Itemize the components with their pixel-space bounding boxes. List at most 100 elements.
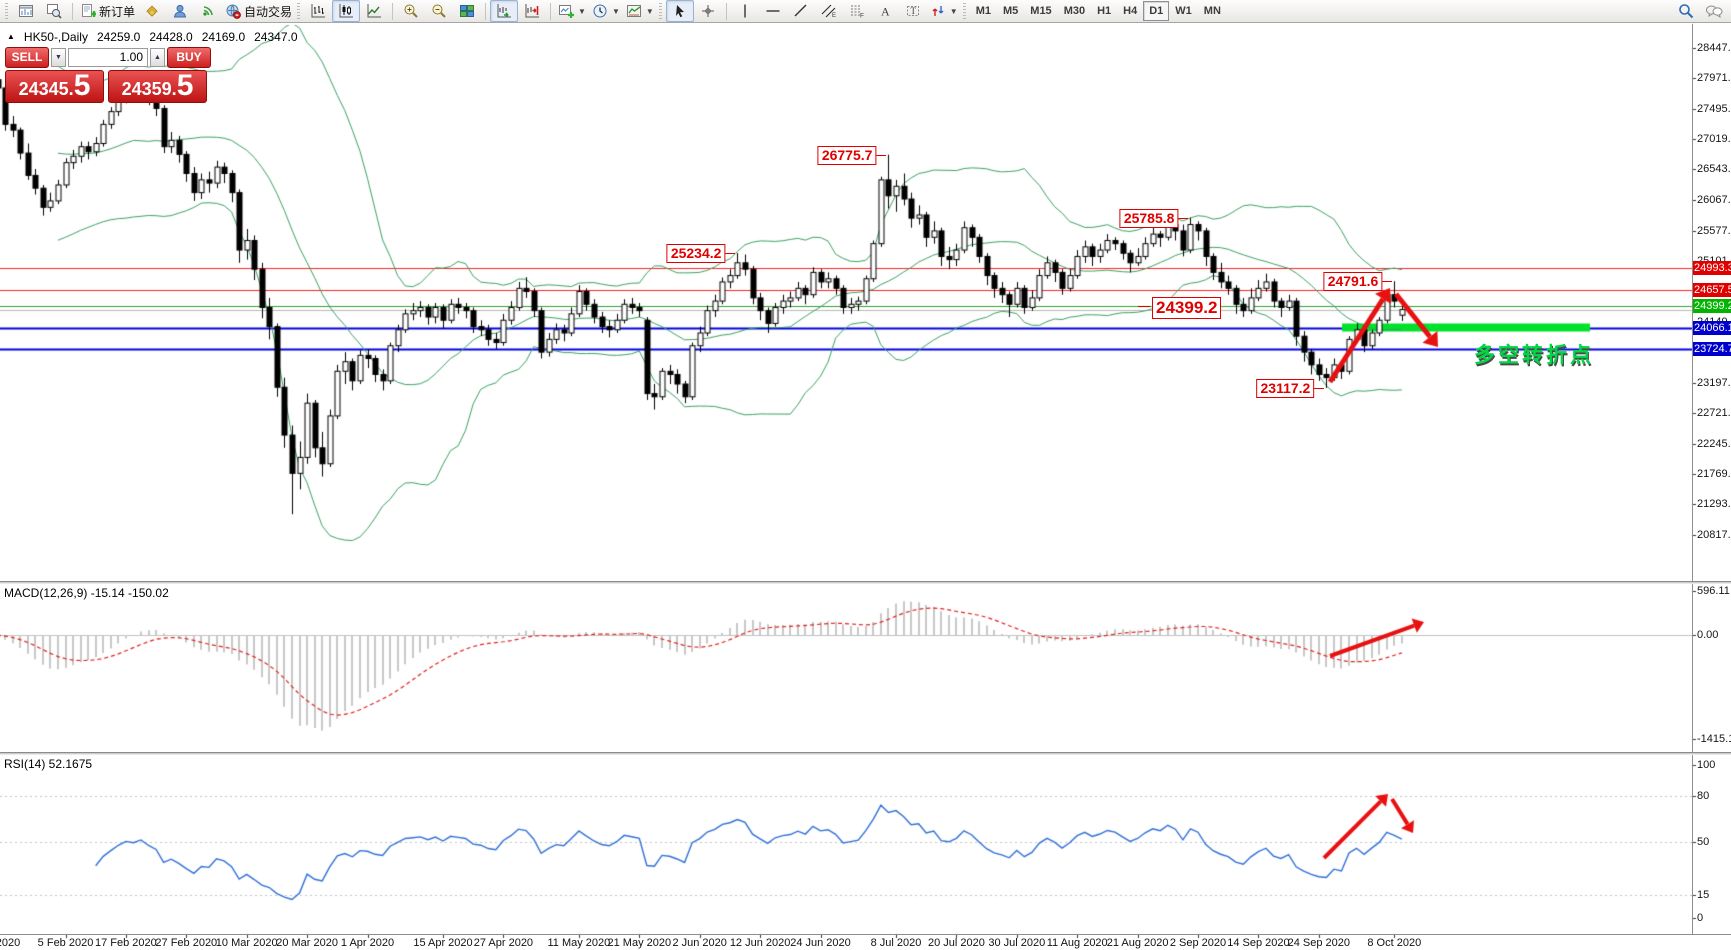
- crosshair-button[interactable]: [694, 0, 722, 22]
- horizontal-line-icon: [765, 3, 781, 19]
- price-axis-label: 22721.0: [1697, 407, 1731, 420]
- line-chart-button[interactable]: [360, 0, 388, 22]
- signals-button[interactable]: [194, 0, 222, 22]
- text-button[interactable]: A: [871, 0, 899, 22]
- zoom-out-icon: [431, 3, 447, 19]
- auto-scroll-button[interactable]: [490, 0, 519, 22]
- timeframe-m1[interactable]: M1: [975, 5, 991, 17]
- svg-text:A: A: [881, 5, 890, 19]
- date-axis-label: 27 Apr 2020: [473, 937, 534, 949]
- buy-button[interactable]: BUY: [167, 46, 211, 68]
- candlestick-chart-button[interactable]: [332, 0, 361, 22]
- price-axis-tag: 24993.3: [1693, 261, 1731, 276]
- arrows-icon: [930, 3, 946, 19]
- metaquotes-button[interactable]: [138, 0, 166, 22]
- template-button[interactable]: ▼: [623, 0, 657, 22]
- cursor-button[interactable]: [665, 0, 694, 22]
- search-button[interactable]: [1672, 0, 1700, 22]
- vertical-line-button[interactable]: [731, 0, 759, 22]
- candlestick-chart-icon: [338, 3, 354, 19]
- ohlc-low: 24169.0: [201, 30, 246, 44]
- timeframe-h4[interactable]: H4: [1123, 5, 1138, 17]
- price-label-connector: [1382, 281, 1393, 283]
- bar-chart-button[interactable]: [304, 0, 332, 22]
- profiles-button[interactable]: [40, 0, 68, 22]
- price-axis-label: 27019.0: [1697, 133, 1731, 146]
- new-order-button[interactable]: 新订单: [77, 0, 138, 22]
- trendline-button[interactable]: [787, 0, 815, 22]
- price-callout-label[interactable]: 24791.6: [1323, 272, 1383, 292]
- chat-button[interactable]: [1700, 0, 1728, 22]
- fibonacci-button[interactable]: F: [843, 0, 871, 22]
- bar-chart-icon: [310, 3, 326, 19]
- ohlc-close: 24347.0: [254, 30, 298, 44]
- metaquotes-icon: [144, 3, 160, 19]
- new-chart-button[interactable]: [12, 0, 40, 22]
- rsi-axis-label: 15: [1697, 889, 1710, 902]
- timeframe-h1[interactable]: H1: [1097, 5, 1112, 17]
- arrows-button[interactable]: ▼: [927, 0, 961, 22]
- turning-point-annotation[interactable]: 多空转折点: [1474, 344, 1594, 367]
- price-label-connector: [1138, 306, 1150, 308]
- volume-up-button[interactable]: ▲: [150, 47, 165, 67]
- sell-price-main: 24345.: [18, 79, 74, 99]
- chevron-down-icon: ▼: [611, 6, 620, 16]
- date-axis-label: 12 Jun 2020: [729, 937, 791, 949]
- price-label-connector: [876, 154, 887, 156]
- date-axis-label: 27 Feb 2020: [155, 937, 218, 949]
- date-axis-label: 30 Jul 2020: [988, 937, 1046, 949]
- timeframe-w1[interactable]: W1: [1175, 5, 1192, 17]
- zoom-in-button[interactable]: [397, 0, 425, 22]
- date-axis-label: 21 Aug 2020: [1106, 937, 1169, 949]
- sell-button[interactable]: SELL: [5, 46, 49, 68]
- volume-down-button[interactable]: ▼: [51, 47, 66, 67]
- macd-pane-separator[interactable]: [0, 581, 1731, 584]
- community-user-button[interactable]: [166, 0, 194, 22]
- equidistant-channel-icon: E: [821, 3, 837, 19]
- timeframe-m5[interactable]: M5: [1003, 5, 1019, 17]
- periods-button[interactable]: ▼: [589, 0, 623, 22]
- chart-shift-button[interactable]: [518, 0, 546, 22]
- equidistant-channel-button[interactable]: E: [815, 0, 843, 22]
- add-indicator-button[interactable]: ▼: [555, 0, 589, 22]
- timeframe-d1[interactable]: D1: [1143, 1, 1170, 21]
- timeframe-mn[interactable]: MN: [1203, 5, 1221, 17]
- chart-title: HK50-,Daily: [23, 30, 88, 44]
- timeframe-m15[interactable]: M15: [1030, 5, 1052, 17]
- timeframe-m30[interactable]: M30: [1063, 5, 1086, 17]
- date-axis-label: 17 Feb 2020: [95, 937, 157, 949]
- price-callout-label[interactable]: 25785.8: [1119, 208, 1179, 228]
- date-axis-border: [0, 934, 1731, 935]
- sell-price[interactable]: 24345. 5: [5, 70, 104, 103]
- date-axis-label: 21 May 2020: [607, 937, 672, 949]
- price-callout-label[interactable]: 24399.2: [1152, 297, 1222, 320]
- rsi-pane-separator[interactable]: [0, 752, 1731, 755]
- tile-windows-icon: [459, 3, 475, 19]
- crosshair-icon: [700, 3, 716, 19]
- one-click-trading-panel: SELL ▼ ▲ BUY 24345.5 24359.5: [5, 46, 211, 103]
- tile-windows-button[interactable]: [453, 0, 481, 22]
- toolbar-grip[interactable]: [962, 3, 966, 19]
- svg-text:T: T: [910, 6, 916, 16]
- toolbar-grip[interactable]: [5, 3, 8, 19]
- auto-scroll-icon: [496, 3, 512, 19]
- price-label-connector: [1314, 388, 1325, 390]
- zoom-out-button[interactable]: [425, 0, 453, 22]
- price-axis-label: 26067.0: [1697, 193, 1731, 206]
- horizontal-line-button[interactable]: [759, 0, 787, 22]
- toolbar-grip[interactable]: [658, 3, 662, 19]
- volume-input[interactable]: [68, 47, 148, 67]
- rsi-axis-label: 50: [1697, 835, 1710, 848]
- price-callout-label[interactable]: 23117.2: [1256, 379, 1315, 399]
- autotrading-button[interactable]: 自动交易: [222, 0, 295, 22]
- price-axis-label: 25577.0: [1697, 225, 1731, 238]
- price-callout-label[interactable]: 25234.2: [666, 243, 726, 263]
- price-axis-label: 21293.0: [1697, 498, 1731, 511]
- sell-price-big-digit: 5: [73, 69, 91, 102]
- price-callout-label[interactable]: 26775.7: [817, 145, 877, 165]
- toolbar-grip[interactable]: [297, 3, 301, 19]
- text-label-button[interactable]: T: [899, 0, 927, 22]
- buy-price[interactable]: 24359. 5: [108, 70, 207, 103]
- date-axis-label: 5 Feb 2020: [37, 937, 94, 949]
